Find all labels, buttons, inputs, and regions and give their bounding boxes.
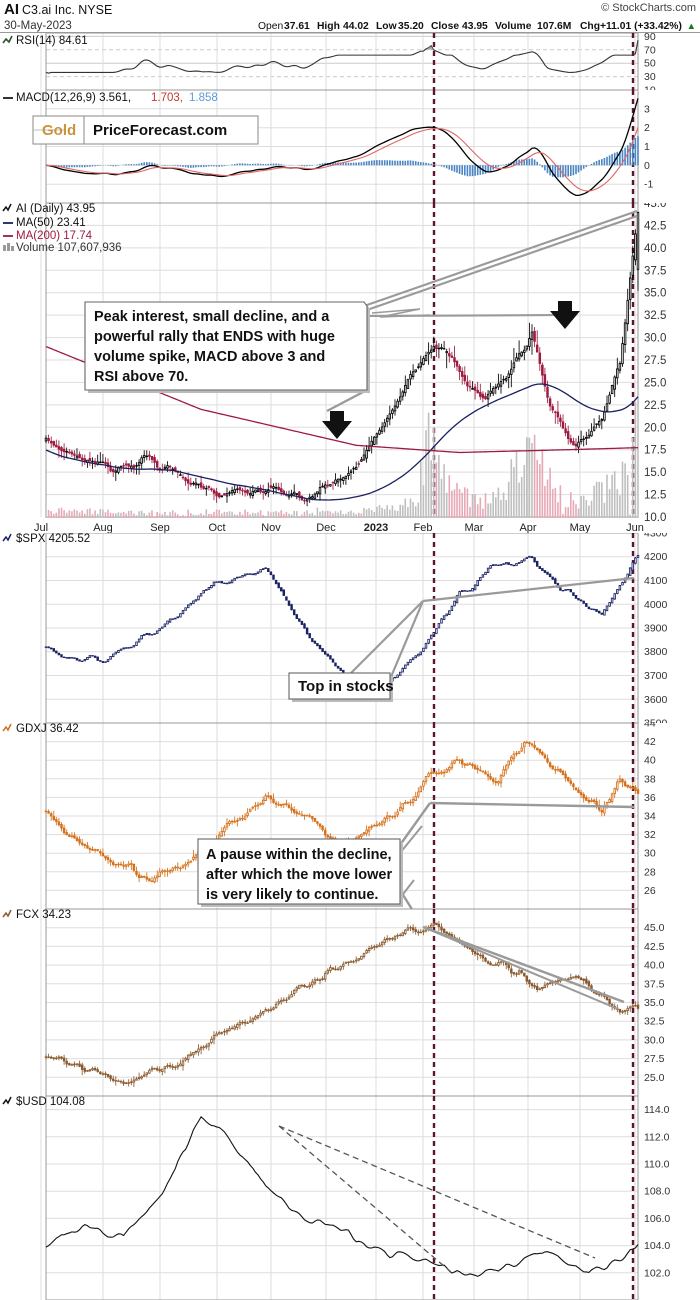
svg-text:Low: Low: [376, 21, 398, 32]
svg-text:Volume 107,607,936: Volume 107,607,936: [16, 242, 122, 254]
svg-text:© StockCharts.com: © StockCharts.com: [601, 2, 696, 14]
svg-text:Peak interest, small decline,: Peak interest, small decline, and a: [94, 309, 330, 325]
svg-text:PriceForecast.com: PriceForecast.com: [93, 122, 227, 139]
svg-text:MA(200) 17.74: MA(200) 17.74: [16, 230, 93, 242]
svg-text:107.6M: 107.6M: [537, 21, 571, 32]
svg-text:RSI(14) 84.61: RSI(14) 84.61: [16, 35, 88, 47]
svg-text:Top in stocks: Top in stocks: [298, 678, 394, 695]
svg-text:$USD 104.08: $USD 104.08: [16, 1096, 85, 1108]
svg-text:after which the move lower: after which the move lower: [206, 867, 392, 883]
svg-text:Open: Open: [258, 21, 283, 32]
svg-text:AI: AI: [4, 1, 19, 18]
svg-text:Close: Close: [431, 21, 459, 32]
svg-text:High: High: [317, 21, 340, 32]
svg-text:is very likely to continue.: is very likely to continue.: [206, 887, 378, 903]
svg-text:Volume: Volume: [495, 21, 532, 32]
svg-text:RSI above 70.: RSI above 70.: [94, 369, 188, 385]
svg-text:43.95: 43.95: [462, 21, 488, 32]
svg-text:30-May-2023: 30-May-2023: [4, 20, 72, 32]
svg-text:A pause within the decline,: A pause within the decline,: [206, 847, 392, 863]
svg-text:1.858: 1.858: [189, 92, 218, 104]
svg-text:1.703,: 1.703,: [151, 92, 183, 104]
svg-text:37.61: 37.61: [284, 21, 310, 32]
svg-text:AI (Daily) 43.95: AI (Daily) 43.95: [16, 203, 95, 215]
svg-text:MA(50) 23.41: MA(50) 23.41: [16, 217, 86, 229]
svg-text:$SPX 4205.52: $SPX 4205.52: [16, 533, 90, 545]
svg-text:C3.ai Inc. NYSE: C3.ai Inc. NYSE: [22, 3, 112, 17]
svg-text:powerful rally that ENDS with: powerful rally that ENDS with huge: [94, 329, 335, 345]
svg-text:MACD(12,26,9) 3.561,: MACD(12,26,9) 3.561,: [16, 92, 131, 104]
svg-text:▲: ▲: [687, 21, 696, 32]
svg-text:volume spike, MACD above 3 and: volume spike, MACD above 3 and: [94, 349, 325, 365]
svg-text:35.20: 35.20: [398, 21, 424, 32]
svg-text:FCX 34.23: FCX 34.23: [16, 909, 71, 921]
svg-text:+11.01 (+33.42%): +11.01 (+33.42%): [600, 21, 682, 32]
svg-text:Chg: Chg: [580, 21, 600, 32]
svg-text:44.02: 44.02: [343, 21, 369, 32]
svg-text:GDXJ 36.42: GDXJ 36.42: [16, 723, 79, 735]
svg-text:Gold: Gold: [42, 122, 76, 139]
